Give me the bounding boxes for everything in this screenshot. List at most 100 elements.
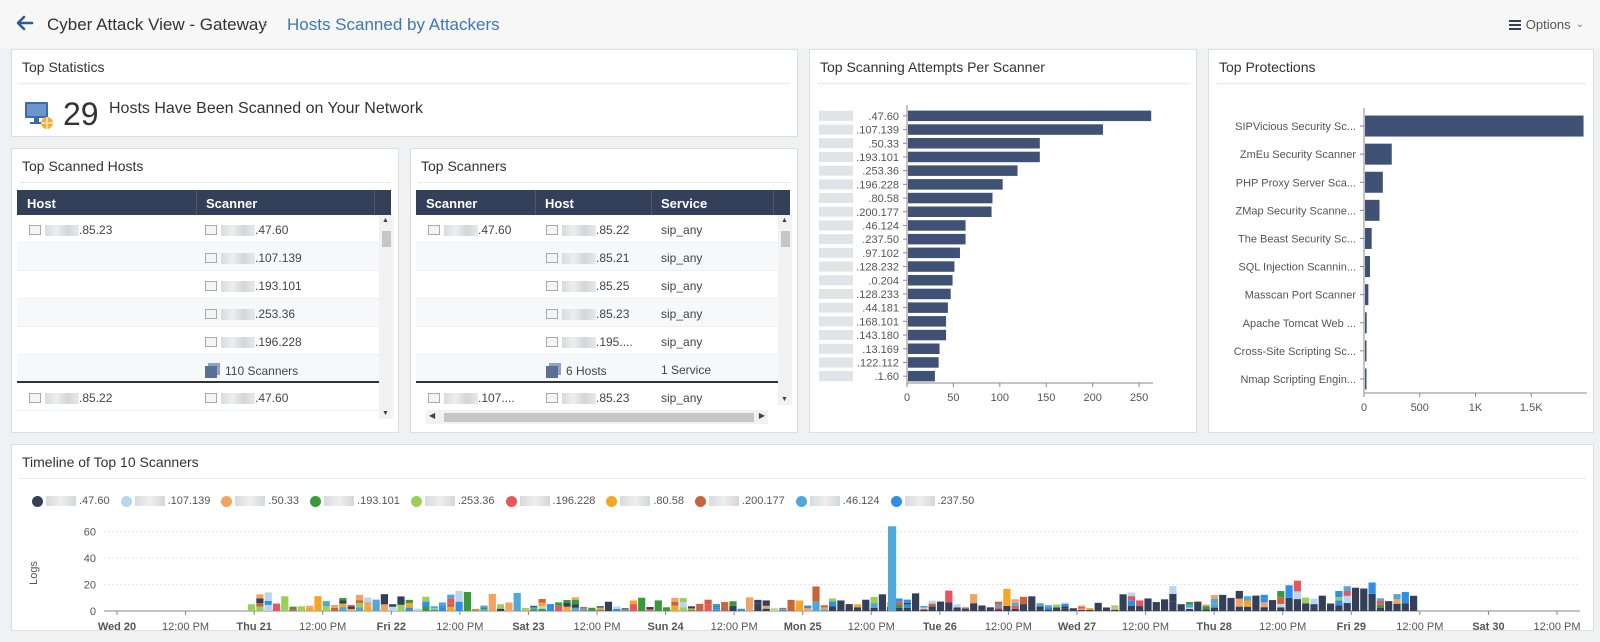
timeline-bar-segment[interactable] bbox=[737, 608, 745, 611]
timeline-bar-segment[interactable] bbox=[1094, 602, 1102, 611]
timeline-bar-segment[interactable] bbox=[820, 605, 828, 608]
scanner-cell[interactable]: 110 Scanners bbox=[225, 363, 299, 378]
bar[interactable] bbox=[908, 247, 960, 259]
timeline-bar-segment[interactable] bbox=[1277, 607, 1285, 611]
bar[interactable] bbox=[1365, 227, 1372, 249]
timeline-bar-segment[interactable] bbox=[1202, 606, 1210, 610]
timeline-bar-segment[interactable] bbox=[1127, 596, 1135, 601]
table-row[interactable]: .253.36 bbox=[17, 299, 391, 327]
timeline-bar-segment[interactable] bbox=[397, 604, 405, 611]
timeline-bar-segment[interactable] bbox=[596, 606, 604, 608]
timeline-bar-segment[interactable] bbox=[1393, 594, 1401, 600]
timeline-bar-segment[interactable] bbox=[1252, 595, 1260, 611]
timeline-spike-bar[interactable] bbox=[888, 526, 897, 611]
timeline-bar-segment[interactable] bbox=[1351, 587, 1360, 611]
timeline-bar-segment[interactable] bbox=[1111, 608, 1119, 610]
timeline-bar-segment[interactable] bbox=[521, 609, 530, 611]
timeline-bar-segment[interactable] bbox=[1318, 595, 1326, 611]
timeline-bar-segment[interactable] bbox=[1327, 603, 1335, 611]
table-row[interactable]: .85.23 sip_any bbox=[416, 299, 790, 327]
timeline-bar-segment[interactable] bbox=[372, 599, 380, 611]
timeline-bar-segment[interactable] bbox=[1152, 602, 1160, 611]
timeline-bar-segment[interactable] bbox=[770, 609, 779, 611]
timeline-bar-segment[interactable] bbox=[953, 607, 961, 611]
timeline-bar-segment[interactable] bbox=[1036, 606, 1044, 611]
timeline-bar-segment[interactable] bbox=[621, 608, 629, 610]
timeline-bar-segment[interactable] bbox=[829, 606, 837, 611]
timeline-bar-segment[interactable] bbox=[455, 601, 463, 611]
timeline-bar-segment[interactable] bbox=[1078, 608, 1086, 610]
table-row[interactable]: 6 Hosts 1 Service bbox=[416, 355, 790, 383]
table-row[interactable]: .107.... .85.23 sip_any bbox=[416, 383, 790, 410]
timeline-bar-segment[interactable] bbox=[355, 594, 364, 601]
timeline-bar-segment[interactable] bbox=[1293, 591, 1301, 600]
bar[interactable] bbox=[908, 165, 1018, 176]
timeline-bar-segment[interactable] bbox=[679, 602, 687, 608]
timeline-bar-segment[interactable] bbox=[596, 609, 604, 611]
timeline-bar-segment[interactable] bbox=[497, 608, 505, 611]
timeline-bar-segment[interactable] bbox=[820, 609, 828, 611]
timeline-bar-segment[interactable] bbox=[405, 603, 413, 608]
timeline-bar-segment[interactable] bbox=[986, 607, 994, 611]
timeline-bar-segment[interactable] bbox=[1194, 601, 1202, 611]
timeline-bar-segment[interactable] bbox=[1061, 602, 1069, 604]
timeline-bar-segment[interactable] bbox=[804, 608, 812, 611]
timeline-bar-segment[interactable] bbox=[1086, 608, 1094, 610]
timeline-bar-segment[interactable] bbox=[1011, 599, 1019, 603]
timeline-bar-segment[interactable] bbox=[438, 605, 447, 608]
timeline-bar-segment[interactable] bbox=[920, 609, 928, 611]
timeline-bar-segment[interactable] bbox=[1368, 593, 1376, 611]
timeline-bar-segment[interactable] bbox=[995, 601, 1003, 605]
timeline-bar-segment[interactable] bbox=[538, 608, 546, 611]
timeline-bar-segment[interactable] bbox=[1277, 603, 1285, 608]
timeline-bar-segment[interactable] bbox=[1019, 604, 1028, 611]
timeline-bar-segment[interactable] bbox=[895, 607, 903, 611]
legend-item[interactable]: .107.139 bbox=[120, 495, 210, 507]
timeline-bar-segment[interactable] bbox=[422, 606, 430, 611]
timeline-bar-segment[interactable] bbox=[563, 600, 571, 603]
bar[interactable] bbox=[908, 220, 966, 231]
timeline-bar-segment[interactable] bbox=[646, 607, 654, 610]
bar[interactable] bbox=[908, 138, 1040, 149]
timeline-bar-segment[interactable] bbox=[621, 610, 629, 611]
timeline-bar-segment[interactable] bbox=[289, 609, 297, 611]
table-row[interactable]: .85.25 sip_any bbox=[416, 271, 790, 299]
timeline-bar-segment[interactable] bbox=[405, 607, 413, 611]
timeline-bar-segment[interactable] bbox=[721, 606, 729, 611]
timeline-bar-segment[interactable] bbox=[538, 602, 546, 607]
timeline-bar-segment[interactable] bbox=[380, 594, 388, 605]
timeline-bar-segment[interactable] bbox=[1086, 609, 1094, 611]
timeline-bar-segment[interactable] bbox=[762, 605, 770, 609]
timeline-bar-segment[interactable] bbox=[546, 604, 554, 611]
timeline-bar-segment[interactable] bbox=[455, 590, 463, 602]
timeline-bar-segment[interactable] bbox=[538, 606, 546, 609]
timeline-bar-segment[interactable] bbox=[256, 603, 264, 607]
timeline-bar-segment[interactable] bbox=[1185, 607, 1194, 609]
timeline-bar-segment[interactable] bbox=[1061, 608, 1069, 611]
timeline-bar-segment[interactable] bbox=[787, 599, 795, 606]
legend-item[interactable]: .237.50 bbox=[890, 495, 974, 507]
timeline-bar-segment[interactable] bbox=[364, 606, 372, 611]
timeline-bar-segment[interactable] bbox=[1277, 591, 1285, 598]
timeline-bar-segment[interactable] bbox=[1310, 601, 1318, 605]
timeline-bar-segment[interactable] bbox=[903, 604, 911, 608]
horizontal-scrollbar[interactable]: ◀ ▶ bbox=[426, 410, 768, 424]
timeline-bar-segment[interactable] bbox=[530, 607, 538, 610]
timeline-bar-segment[interactable] bbox=[571, 600, 579, 605]
timeline-bar-segment[interactable] bbox=[920, 608, 928, 610]
timeline-bar-segment[interactable] bbox=[347, 606, 355, 609]
timeline-bar-segment[interactable] bbox=[995, 607, 1003, 610]
timeline-bar-segment[interactable] bbox=[480, 605, 488, 608]
bar[interactable] bbox=[908, 179, 1003, 190]
timeline-bar-segment[interactable] bbox=[331, 605, 339, 608]
timeline-bar-segment[interactable] bbox=[754, 599, 762, 604]
timeline-bar-segment[interactable] bbox=[853, 607, 862, 611]
bar[interactable] bbox=[908, 343, 940, 355]
timeline-bar-segment[interactable] bbox=[945, 590, 953, 603]
timeline-bar-segment[interactable] bbox=[1360, 588, 1368, 611]
timeline-bar-segment[interactable] bbox=[480, 609, 488, 611]
timeline-bar-segment[interactable] bbox=[1376, 604, 1384, 609]
timeline-bar-segment[interactable] bbox=[1210, 595, 1218, 599]
timeline-bar-segment[interactable] bbox=[364, 597, 372, 603]
timeline-bar-segment[interactable] bbox=[712, 604, 720, 606]
